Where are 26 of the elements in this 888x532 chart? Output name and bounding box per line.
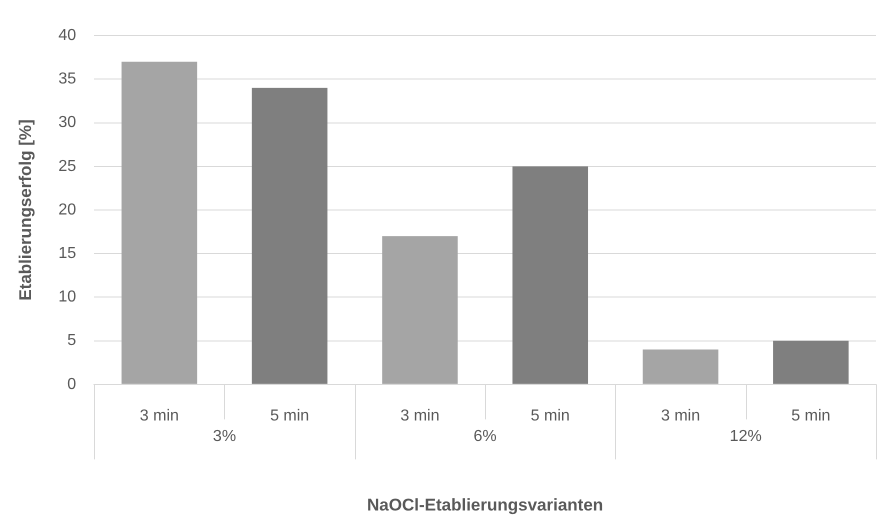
- x-tick-label: 5 min: [270, 407, 310, 424]
- y-tick-label: 20: [58, 201, 76, 218]
- bar: [512, 166, 588, 384]
- y-tick-label: 15: [58, 245, 76, 262]
- y-tick-label: 10: [58, 288, 76, 306]
- x-axis-title: NaOCl-Etablierungsvarianten: [367, 495, 604, 514]
- bar: [382, 236, 458, 384]
- x-tick-label: 5 min: [791, 407, 830, 424]
- y-tick-label: 25: [58, 158, 76, 175]
- bar: [122, 62, 198, 384]
- x-tick-label: 3 min: [400, 407, 440, 424]
- text: 3%: [212, 428, 236, 445]
- y-tick-label: 40: [58, 27, 76, 44]
- y-tick-label: 0: [67, 376, 76, 393]
- y-tick-label: 30: [58, 114, 76, 132]
- x-tick-label: 5 min: [530, 407, 570, 424]
- x-tick-label: 3 min: [660, 407, 700, 424]
- y-tick-label: 35: [58, 70, 76, 88]
- text: 12%: [730, 428, 762, 445]
- y-axis-title: Etablierungserfolg [%]: [16, 119, 35, 301]
- y-tick-label: 5: [67, 332, 76, 350]
- x-tick-label: 3 min: [140, 407, 179, 424]
- bar: [642, 350, 718, 384]
- bar: [773, 340, 849, 384]
- text: 6%: [474, 428, 497, 445]
- bar: [252, 88, 328, 384]
